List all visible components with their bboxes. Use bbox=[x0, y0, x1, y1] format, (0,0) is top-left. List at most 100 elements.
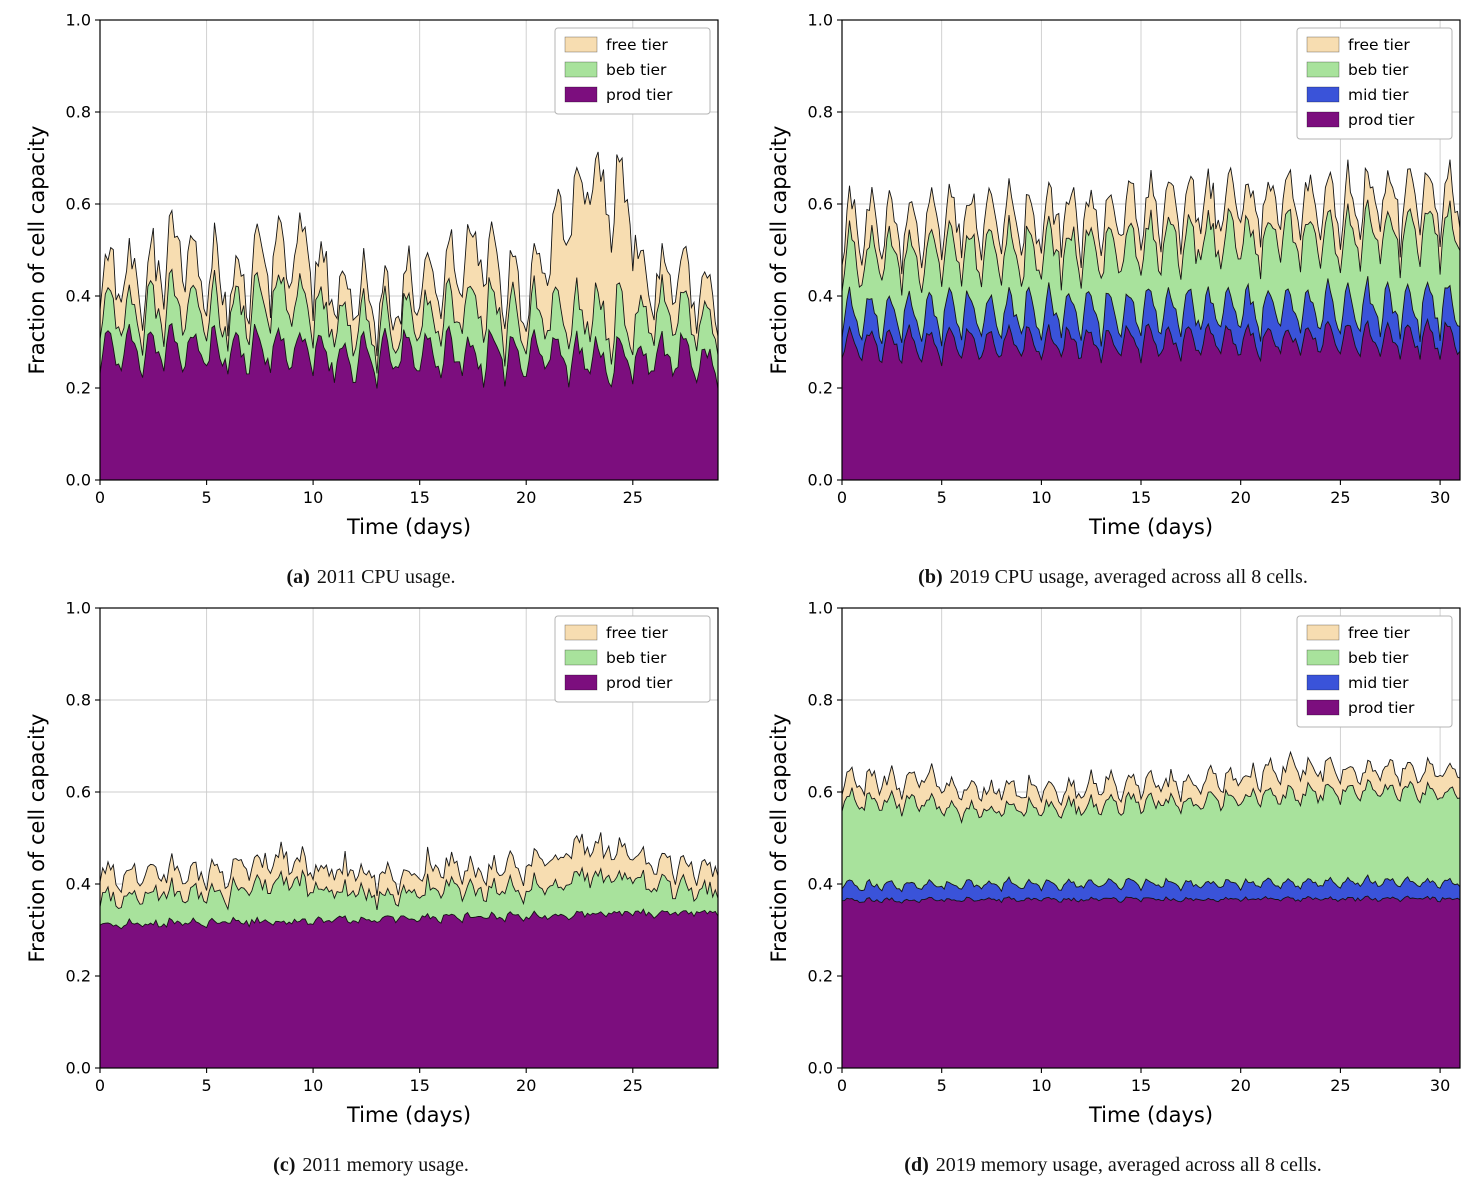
legend-label: mid tier bbox=[1348, 86, 1409, 104]
chart-b: 0 5 10 15 20 25 30 0.0 0.2 0.4 0.6 0.8 1.0 Time (days… bbox=[742, 8, 1484, 588]
edge-free-tier bbox=[841, 750, 1461, 807]
tick-labels: 0 5 10 15 20 25 30 0.0 0.2 0.4 0.6 0.8 1.0 bbox=[808, 599, 1451, 1096]
legend-label: free tier bbox=[606, 36, 668, 54]
legend-swatch-prod bbox=[1306, 111, 1340, 128]
x-tick-label: 25 bbox=[623, 488, 643, 507]
legend-label: prod tier bbox=[606, 86, 673, 104]
chart-b-plot: 0 5 10 15 20 25 30 0.0 0.2 0.4 0.6 0.8 1.0 Time (days… bbox=[752, 8, 1474, 556]
y-tick-label: 0.8 bbox=[66, 103, 91, 122]
legend-swatch-mid bbox=[1306, 674, 1340, 691]
area-free-tier bbox=[100, 151, 718, 374]
legend-label: beb tier bbox=[1348, 649, 1409, 667]
chart-d-caption: (d) 2019 memory usage, averaged across al… bbox=[904, 1154, 1321, 1176]
plot-border bbox=[841, 19, 1461, 481]
x-tick-label: 10 bbox=[1031, 1076, 1051, 1095]
chart-c: 0 5 10 15 20 25 0.0 0.2 0.4 0.6 0.8 1.0 Time (days) F… bbox=[0, 596, 742, 1176]
edge-prod-tier bbox=[841, 317, 1461, 367]
area-mid-tier bbox=[842, 276, 1460, 366]
x-tick-label: 0 bbox=[95, 1076, 105, 1095]
y-tick-label: 0.6 bbox=[808, 195, 833, 214]
y-tick-label: 0.8 bbox=[66, 691, 91, 710]
legend: free tier beb tier prod tier bbox=[554, 615, 711, 703]
legend: free tier beb tier mid tier prod tier bbox=[1296, 27, 1453, 140]
y-tick-label: 1.0 bbox=[66, 11, 91, 30]
y-tick-label: 0.8 bbox=[808, 103, 833, 122]
legend-label: beb tier bbox=[606, 61, 667, 79]
chart-c-caption: (c) 2011 memory usage. bbox=[273, 1154, 469, 1176]
legend-swatch-prod bbox=[1306, 699, 1340, 716]
y-tick-label: 0.4 bbox=[66, 875, 91, 894]
x-tick-label: 30 bbox=[1430, 488, 1450, 507]
x-axis-label: Time (days) bbox=[1088, 1103, 1213, 1127]
edge-free-tier bbox=[841, 159, 1461, 275]
chart-svg-a: 0 5 10 15 20 25 0.0 0.2 0.4 0.6 0.8 1.0 Time (days) F… bbox=[25, 11, 719, 539]
y-axis-label: Fraction of cell capacity bbox=[767, 126, 791, 375]
edge-mid-tier bbox=[841, 276, 1461, 347]
y-tick-label: 0.6 bbox=[66, 783, 91, 802]
data-areas bbox=[99, 151, 719, 480]
y-tick-label: 0.4 bbox=[808, 287, 833, 306]
legend-swatch-free bbox=[564, 36, 598, 53]
legend-swatch-beb bbox=[1306, 649, 1340, 666]
legend: free tier beb tier prod tier bbox=[554, 27, 711, 115]
y-tick-label: 0.6 bbox=[66, 195, 91, 214]
y-tick-label: 1.0 bbox=[808, 11, 833, 30]
legend-label: beb tier bbox=[606, 649, 667, 667]
legend-label: beb tier bbox=[1348, 61, 1409, 79]
area-beb-tier bbox=[842, 779, 1460, 892]
caption-label: (d) bbox=[904, 1154, 929, 1176]
legend-label: prod tier bbox=[1348, 111, 1415, 129]
legend-swatch-free bbox=[1306, 624, 1340, 641]
area-free-tier bbox=[842, 752, 1460, 823]
y-tick-label: 0.0 bbox=[66, 471, 91, 490]
y-tick-label: 0.2 bbox=[66, 967, 91, 986]
area-free-tier bbox=[842, 159, 1460, 296]
edge-beb-tier bbox=[841, 778, 1461, 824]
plot-border bbox=[99, 607, 719, 1069]
edge-mid-tier bbox=[841, 874, 1461, 893]
edge-beb-tier bbox=[841, 199, 1461, 296]
area-prod-tier bbox=[842, 319, 1460, 480]
y-axis-label: Fraction of cell capacity bbox=[25, 714, 49, 963]
chart-c-plot: 0 5 10 15 20 25 0.0 0.2 0.4 0.6 0.8 1.0 Time (days) F… bbox=[10, 596, 732, 1144]
legend-label: free tier bbox=[1348, 36, 1410, 54]
plot-border bbox=[841, 607, 1461, 1069]
legend-swatch-beb bbox=[1306, 61, 1340, 78]
plot-border bbox=[99, 19, 719, 481]
axis-ticks bbox=[837, 19, 1441, 485]
axis-ticks bbox=[837, 607, 1441, 1073]
edge-free-tier bbox=[99, 151, 719, 357]
legend-swatch-beb bbox=[564, 61, 598, 78]
x-tick-label: 30 bbox=[1430, 1076, 1450, 1095]
caption-text: 2011 memory usage. bbox=[302, 1154, 469, 1176]
x-tick-label: 5 bbox=[937, 1076, 947, 1095]
area-beb-tier bbox=[842, 199, 1460, 347]
y-tick-label: 0.2 bbox=[808, 379, 833, 398]
x-tick-label: 0 bbox=[837, 1076, 847, 1095]
edge-free-tier bbox=[99, 832, 719, 896]
data-areas bbox=[99, 832, 719, 1068]
y-tick-label: 0.4 bbox=[66, 287, 91, 306]
x-tick-label: 15 bbox=[410, 1076, 430, 1095]
legend-label: free tier bbox=[606, 624, 668, 642]
area-prod-tier bbox=[100, 909, 718, 1068]
legend-swatch-free bbox=[564, 624, 598, 641]
legend-label: free tier bbox=[1348, 624, 1410, 642]
legend: free tier beb tier mid tier prod tier bbox=[1296, 615, 1453, 728]
y-tick-label: 0.0 bbox=[808, 471, 833, 490]
legend-swatch-prod bbox=[564, 86, 598, 103]
legend-swatch-mid bbox=[1306, 86, 1340, 103]
y-tick-label: 0.0 bbox=[808, 1059, 833, 1078]
y-tick-label: 1.0 bbox=[808, 599, 833, 618]
y-tick-label: 0.6 bbox=[808, 783, 833, 802]
y-tick-label: 0.4 bbox=[808, 875, 833, 894]
x-axis-label: Time (days) bbox=[346, 515, 471, 539]
x-tick-label: 25 bbox=[1330, 488, 1350, 507]
legend-swatch-free bbox=[1306, 36, 1340, 53]
x-tick-label: 5 bbox=[202, 488, 212, 507]
legend-label: prod tier bbox=[606, 674, 673, 692]
area-free-tier bbox=[100, 832, 718, 910]
axis-ticks bbox=[95, 607, 634, 1073]
x-tick-label: 10 bbox=[303, 488, 323, 507]
